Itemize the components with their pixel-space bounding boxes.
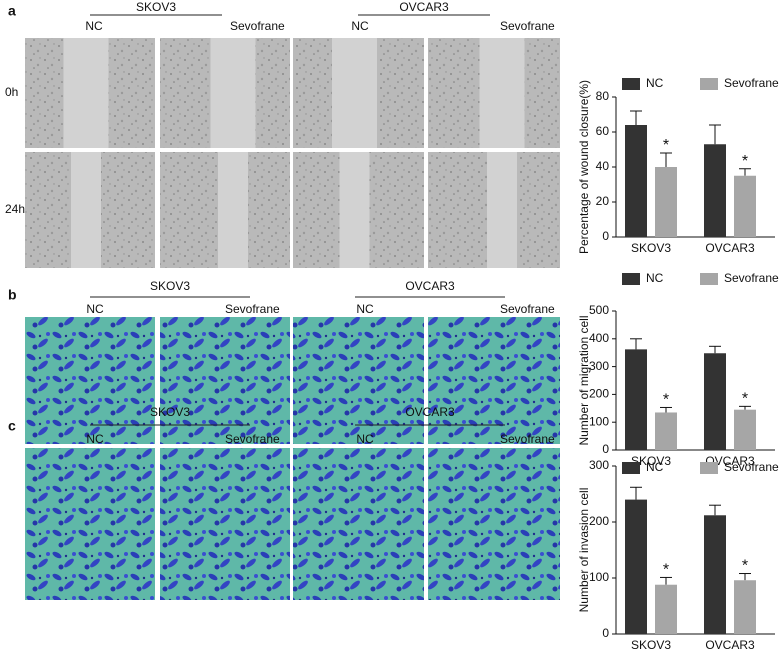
micrograph — [25, 317, 155, 444]
panel-label: c — [8, 418, 16, 434]
condition-label: NC — [86, 302, 104, 316]
wound-gap — [218, 152, 248, 268]
x-tick-label: SKOV3 — [631, 638, 671, 652]
bar — [655, 584, 677, 634]
x-tick-label: OVCAR3 — [705, 638, 755, 652]
row-label: 0h — [5, 85, 18, 99]
group-label: SKOV3 — [136, 0, 176, 14]
x-tick-label: SKOV3 — [631, 241, 671, 255]
micrograph — [428, 448, 560, 600]
y-tick-label: 200 — [589, 514, 609, 528]
condition-label: Sevofrane — [500, 302, 555, 316]
wound-gap — [339, 152, 370, 268]
micrograph — [160, 448, 290, 600]
bar — [734, 580, 756, 634]
y-tick-label: 60 — [596, 124, 610, 138]
panel-label: b — [8, 287, 17, 303]
legend-swatch — [622, 273, 640, 285]
group-label: SKOV3 — [150, 279, 190, 293]
wound-gap — [332, 38, 377, 148]
bar — [655, 412, 677, 450]
y-axis-label: Percentage of wound closure(%) — [577, 80, 591, 254]
y-tick-label: 200 — [589, 387, 609, 401]
condition-label: Sevofrane — [500, 19, 555, 33]
significance: * — [742, 153, 748, 170]
bar — [625, 125, 647, 237]
legend-swatch — [700, 273, 718, 285]
y-tick-label: 40 — [596, 159, 610, 173]
wound-gap — [487, 152, 517, 268]
micrograph — [160, 317, 290, 444]
y-tick-label: 0 — [602, 229, 609, 243]
legend-label: Sevofrane — [724, 460, 779, 474]
y-tick-label: 20 — [596, 194, 610, 208]
micrograph — [25, 448, 155, 600]
bar — [625, 349, 647, 450]
row-label: 24h — [5, 202, 25, 216]
x-tick-label: SKOV3 — [631, 454, 671, 468]
condition-label: NC — [356, 302, 374, 316]
wound-gap — [479, 38, 525, 148]
significance: * — [663, 137, 669, 154]
micrographs — [25, 38, 560, 600]
wound-gap — [63, 38, 109, 148]
y-tick-label: 80 — [596, 89, 610, 103]
significance: * — [742, 558, 748, 575]
bar — [655, 167, 677, 237]
condition-label: Sevofrane — [230, 19, 285, 33]
condition-label: Sevofrane — [225, 302, 280, 316]
legend-swatch — [700, 78, 718, 90]
panel-label: a — [8, 3, 16, 19]
group-label: OVCAR3 — [405, 405, 455, 419]
bar — [625, 499, 647, 634]
condition-label: Sevofrane — [225, 432, 280, 446]
y-tick-label: 300 — [589, 359, 609, 373]
condition-label: Sevofrane — [500, 432, 555, 446]
significance: * — [663, 392, 669, 409]
group-label: OVCAR3 — [405, 279, 455, 293]
micrograph — [293, 448, 424, 600]
legend-label: Sevofrane — [724, 271, 779, 285]
condition-label: NC — [356, 432, 374, 446]
micrograph — [293, 317, 424, 444]
micrograph — [428, 317, 560, 444]
x-tick-label: OVCAR3 — [705, 241, 755, 255]
wound-gap — [71, 152, 101, 268]
legend-label: NC — [646, 76, 664, 90]
group-label: SKOV3 — [150, 405, 190, 419]
bar — [734, 409, 756, 450]
legend-swatch — [700, 462, 718, 474]
bar — [704, 515, 726, 634]
y-tick-label: 0 — [602, 626, 609, 640]
bar — [704, 144, 726, 237]
legend-label: NC — [646, 271, 664, 285]
y-tick-label: 400 — [589, 331, 609, 345]
legend-swatch — [622, 78, 640, 90]
bar — [734, 175, 756, 237]
bar — [704, 353, 726, 450]
condition-label: NC — [85, 19, 103, 33]
y-tick-label: 100 — [589, 570, 609, 584]
group-label: OVCAR3 — [399, 0, 449, 14]
y-axis-label: Number of invasion cell — [577, 488, 591, 613]
wound-gap — [210, 38, 256, 148]
legend-swatch — [622, 462, 640, 474]
y-tick-label: 500 — [589, 303, 609, 317]
condition-label: NC — [86, 432, 104, 446]
condition-label: NC — [351, 19, 369, 33]
legend-label: Sevofrane — [724, 76, 779, 90]
legend-label: NC — [646, 460, 664, 474]
y-tick-label: 0 — [602, 442, 609, 456]
y-tick-label: 300 — [589, 458, 609, 472]
significance: * — [742, 391, 748, 408]
y-tick-label: 100 — [589, 414, 609, 428]
significance: * — [663, 562, 669, 579]
y-axis-label: Number of migration cell — [577, 315, 591, 445]
